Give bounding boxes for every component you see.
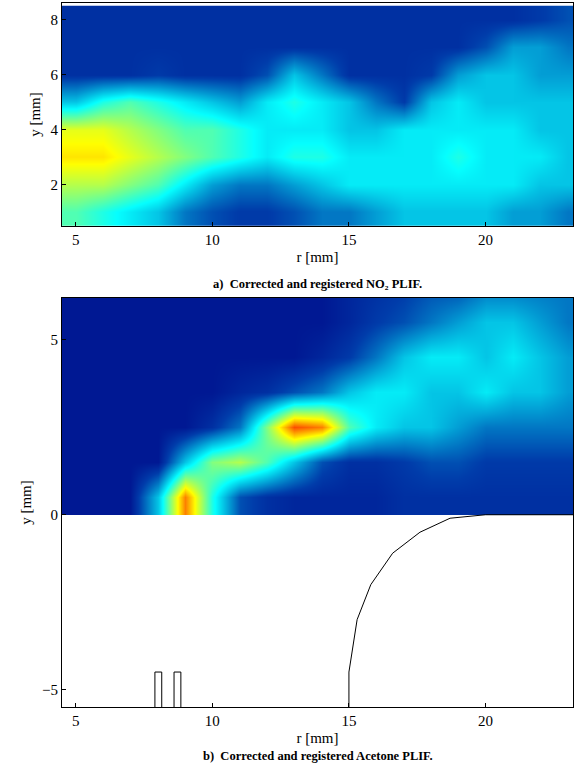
svg-text:4: 4 — [51, 122, 59, 138]
svg-text:8: 8 — [51, 12, 59, 28]
svg-text:5: 5 — [51, 332, 59, 348]
svg-text:b) Corrected and registered A: b) Corrected and registered Acetone PLIF… — [203, 749, 433, 763]
svg-text:10: 10 — [205, 713, 220, 729]
svg-text:y [mm]: y [mm] — [27, 92, 43, 137]
svg-text:r [mm]: r [mm] — [296, 730, 338, 746]
svg-text:a) Corrected and registered N: a) Corrected and registered NO₂ PLIF. — [213, 277, 422, 291]
svg-text:15: 15 — [341, 232, 356, 248]
svg-text:15: 15 — [341, 713, 356, 729]
svg-text:2: 2 — [51, 177, 59, 193]
svg-text:5: 5 — [72, 713, 80, 729]
svg-text:6: 6 — [51, 67, 59, 83]
svg-text:10: 10 — [205, 232, 220, 248]
svg-text:0: 0 — [51, 507, 59, 523]
svg-text:−5: −5 — [42, 682, 58, 698]
svg-text:y [mm]: y [mm] — [18, 480, 34, 525]
svg-text:5: 5 — [72, 232, 80, 248]
svg-text:20: 20 — [478, 232, 493, 248]
svg-text:20: 20 — [478, 713, 493, 729]
svg-text:r [mm]: r [mm] — [296, 249, 338, 265]
